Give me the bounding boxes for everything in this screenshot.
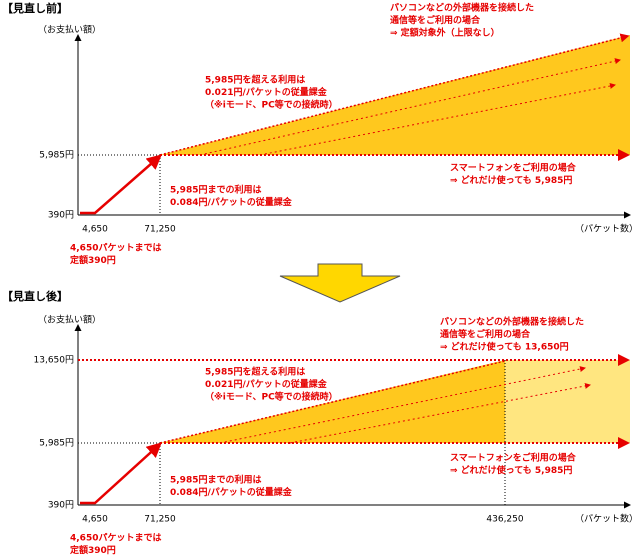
- note-top: 通信等をご利用の場合: [390, 14, 481, 26]
- y-axis-label: （お支払い額）: [38, 314, 101, 326]
- y-tick-label: 13,650円: [34, 355, 75, 366]
- section-title: 【見直し前】: [2, 1, 68, 15]
- x-tick-label: 71,250: [144, 515, 176, 525]
- y-tick-label: 390円: [48, 500, 74, 511]
- section-before: 【見直し前】 （お支払い額） （パケット数） 5,985円 390円 4,650…: [2, 1, 638, 235]
- note-over: 0.021円/パケットの従量課金: [205, 86, 328, 98]
- transition-arrow: [279, 263, 401, 303]
- x-axis-label: （パケット数）: [575, 223, 638, 235]
- note-under: 5,985円までの利用は: [170, 474, 261, 486]
- note-under: 0.084円/パケットの従量課金: [170, 486, 293, 498]
- section-after: 【見直し後】 （お支払い額） （パケット数） 13,650円 5,985円 39…: [2, 289, 638, 525]
- y-tick-label: 5,985円: [39, 150, 74, 161]
- note-under: 5,985円までの利用は: [170, 184, 261, 196]
- rise-line: [199, 58, 621, 156]
- note-base: 定額390円: [69, 544, 116, 556]
- rise-line: [159, 33, 630, 156]
- note-smartphone: ⇒ どれだけ使っても 5,985円: [450, 174, 572, 186]
- y-axis-label: （お支払い額）: [38, 24, 101, 36]
- x-tick-label: 4,650: [82, 225, 108, 235]
- note-base: 4,650パケットまでは: [70, 532, 161, 544]
- note-smartphone: スマートフォンをご利用の場合: [450, 452, 577, 464]
- x-tick-label: 436,250: [486, 515, 523, 525]
- note-smartphone: ⇒ どれだけ使っても 5,985円: [450, 464, 572, 476]
- price-line: [80, 154, 162, 215]
- note-over: （※iモード、PC等での接続時）: [205, 391, 338, 403]
- rise-line: [219, 366, 586, 444]
- y-tick-label: 390円: [48, 210, 74, 221]
- x-axis-label: （パケット数）: [575, 513, 638, 525]
- price-line: [80, 442, 162, 505]
- note-base: 4,650パケットまでは: [70, 242, 161, 254]
- x-tick-label: 4,650: [82, 515, 108, 525]
- note-over: 0.021円/パケットの従量課金: [205, 378, 328, 390]
- note-under: 0.084円/パケットの従量課金: [170, 196, 293, 208]
- note-top: パソコンなどの外部機器を接続した: [440, 316, 584, 328]
- rise-line: [289, 383, 591, 444]
- x-tick-label: 71,250: [144, 225, 176, 235]
- note-top: ⇒ どれだけ使っても 13,650円: [440, 341, 569, 353]
- section-title: 【見直し後】: [2, 289, 68, 303]
- note-over: （※iモード、PC等での接続時）: [205, 99, 338, 111]
- note-top: パソコンなどの外部機器を接続した: [390, 2, 534, 14]
- note-top: 通信等をご利用の場合: [440, 328, 531, 340]
- note-base: 定額390円: [69, 254, 116, 266]
- note-smartphone: スマートフォンをご利用の場合: [450, 162, 577, 174]
- note-over: 5,985円を超える利用は: [205, 74, 305, 86]
- rise-line: [259, 83, 616, 156]
- area: [505, 360, 630, 443]
- note-top: ⇒ 定額対象外（上限なし）: [390, 27, 500, 39]
- y-tick-label: 5,985円: [39, 438, 74, 449]
- rise-line: [159, 360, 506, 444]
- note-over: 5,985円を超える利用は: [205, 366, 305, 378]
